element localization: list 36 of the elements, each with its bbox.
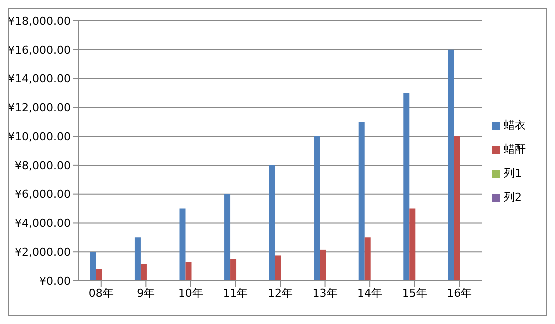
legend-label: 列2 bbox=[504, 191, 522, 204]
y-tick-label: ¥6,000.00 bbox=[15, 188, 71, 202]
y-tick-label: ¥2,000.00 bbox=[15, 246, 71, 260]
bar bbox=[140, 264, 147, 281]
y-tick-label: ¥4,000.00 bbox=[15, 217, 71, 230]
bar bbox=[320, 250, 326, 281]
x-tick-label: 11年 bbox=[223, 286, 248, 300]
legend-label: 蜡衣 bbox=[504, 119, 526, 132]
bar bbox=[224, 194, 231, 281]
bar bbox=[90, 252, 96, 281]
bar bbox=[275, 256, 282, 281]
x-tick-label: 14年 bbox=[358, 286, 383, 300]
legend-label: 列1 bbox=[504, 167, 522, 180]
x-tick-label: 16年 bbox=[447, 286, 472, 300]
x-tick-label: 10年 bbox=[178, 286, 204, 300]
bar bbox=[314, 136, 320, 281]
bar bbox=[96, 269, 102, 281]
bar bbox=[410, 208, 416, 281]
bar bbox=[404, 93, 410, 281]
bar bbox=[186, 262, 192, 281]
x-tick-label: 12年 bbox=[268, 286, 293, 300]
bar bbox=[134, 238, 141, 281]
y-tick-label: ¥8,000.00 bbox=[15, 159, 71, 172]
bar bbox=[364, 238, 371, 281]
bar bbox=[448, 50, 454, 281]
bar bbox=[454, 136, 460, 281]
x-tick-label: 15年 bbox=[402, 286, 428, 300]
legend-label: 蜡酐 bbox=[504, 143, 526, 156]
bar bbox=[358, 122, 365, 281]
x-tick-label: 9年 bbox=[137, 286, 156, 300]
x-tick-label: 08年 bbox=[88, 286, 114, 300]
bar bbox=[230, 259, 237, 281]
bar bbox=[180, 208, 186, 281]
y-tick-label: ¥0.00 bbox=[40, 274, 71, 288]
x-tick-label: 13年 bbox=[312, 286, 338, 300]
bar bbox=[269, 165, 276, 281]
